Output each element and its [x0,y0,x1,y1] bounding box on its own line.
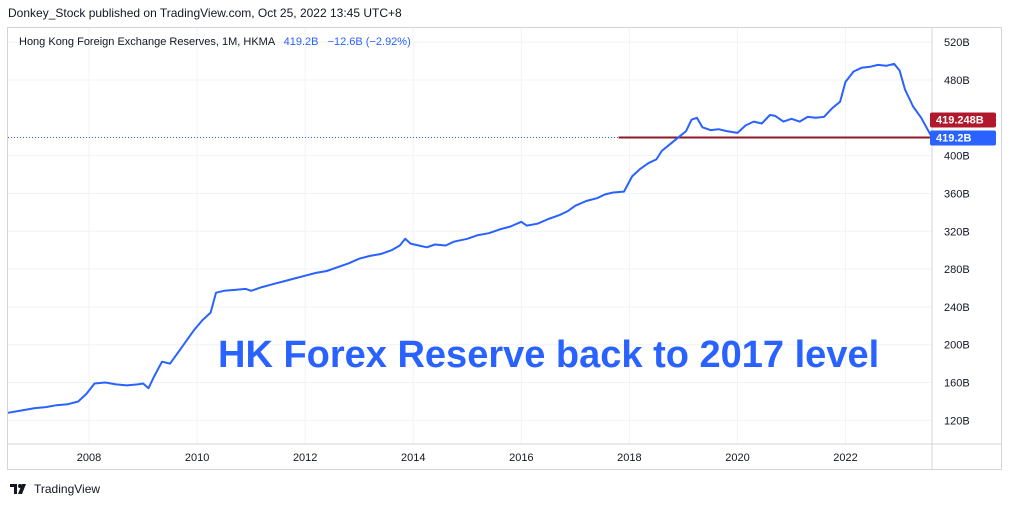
y-tick-label: 520B [944,37,970,49]
x-tick-label: 2022 [833,452,857,464]
y-tick-label: 360B [944,188,970,200]
x-tick-label: 2010 [185,452,209,464]
footer[interactable]: TradingView [10,482,100,496]
legend-change: −12.6B (−2.92%) [327,36,411,48]
y-tick-label: 320B [944,226,970,238]
footer-brand: TradingView [34,482,101,496]
y-tick-label: 160B [944,378,970,390]
legend-last-value: 419.2B [283,36,319,48]
x-tick-label: 2018 [617,452,641,464]
x-tick-label: 2020 [725,452,749,464]
publisher-caption: Donkey_Stock published on TradingView.co… [8,6,402,20]
chart-annotation: HK Forex Reserve back to 2017 level [218,334,879,376]
chart-legend: Hong Kong Foreign Exchange Reserves, 1M,… [19,36,411,48]
y-tick-label: 480B [944,75,970,87]
y-tick-label: 120B [944,415,970,427]
price-tag-reference-bg [930,112,996,128]
x-tick-label: 2008 [77,452,101,464]
tradingview-logo-icon [10,484,26,494]
x-tick-label: 2012 [293,452,317,464]
series-layer [7,62,933,414]
chart-frame [7,27,1002,470]
price-tag-reference: 419.248B [936,114,984,126]
grid-lines [8,28,932,444]
x-tick-label: 2016 [509,452,533,464]
y-tick-label: 200B [944,340,970,352]
axes: 120B 160B 200B 240B 280B 320B 360B 400B 480B 520B… [8,28,1001,469]
y-tick-label: 400B [944,151,970,163]
legend-symbol: Hong Kong Foreign Exchange Reserves, 1M,… [19,36,275,48]
y-tick-label: 240B [944,302,970,314]
y-tick-label: 280B [944,264,970,276]
price-tags: 419.248B 419.2B [930,112,996,146]
series-line-0[interactable] [7,62,933,414]
x-tick-label: 2014 [401,452,425,464]
price-tag-last-value: 419.2B [936,132,972,144]
price-tag-last-value-bg [930,130,996,146]
